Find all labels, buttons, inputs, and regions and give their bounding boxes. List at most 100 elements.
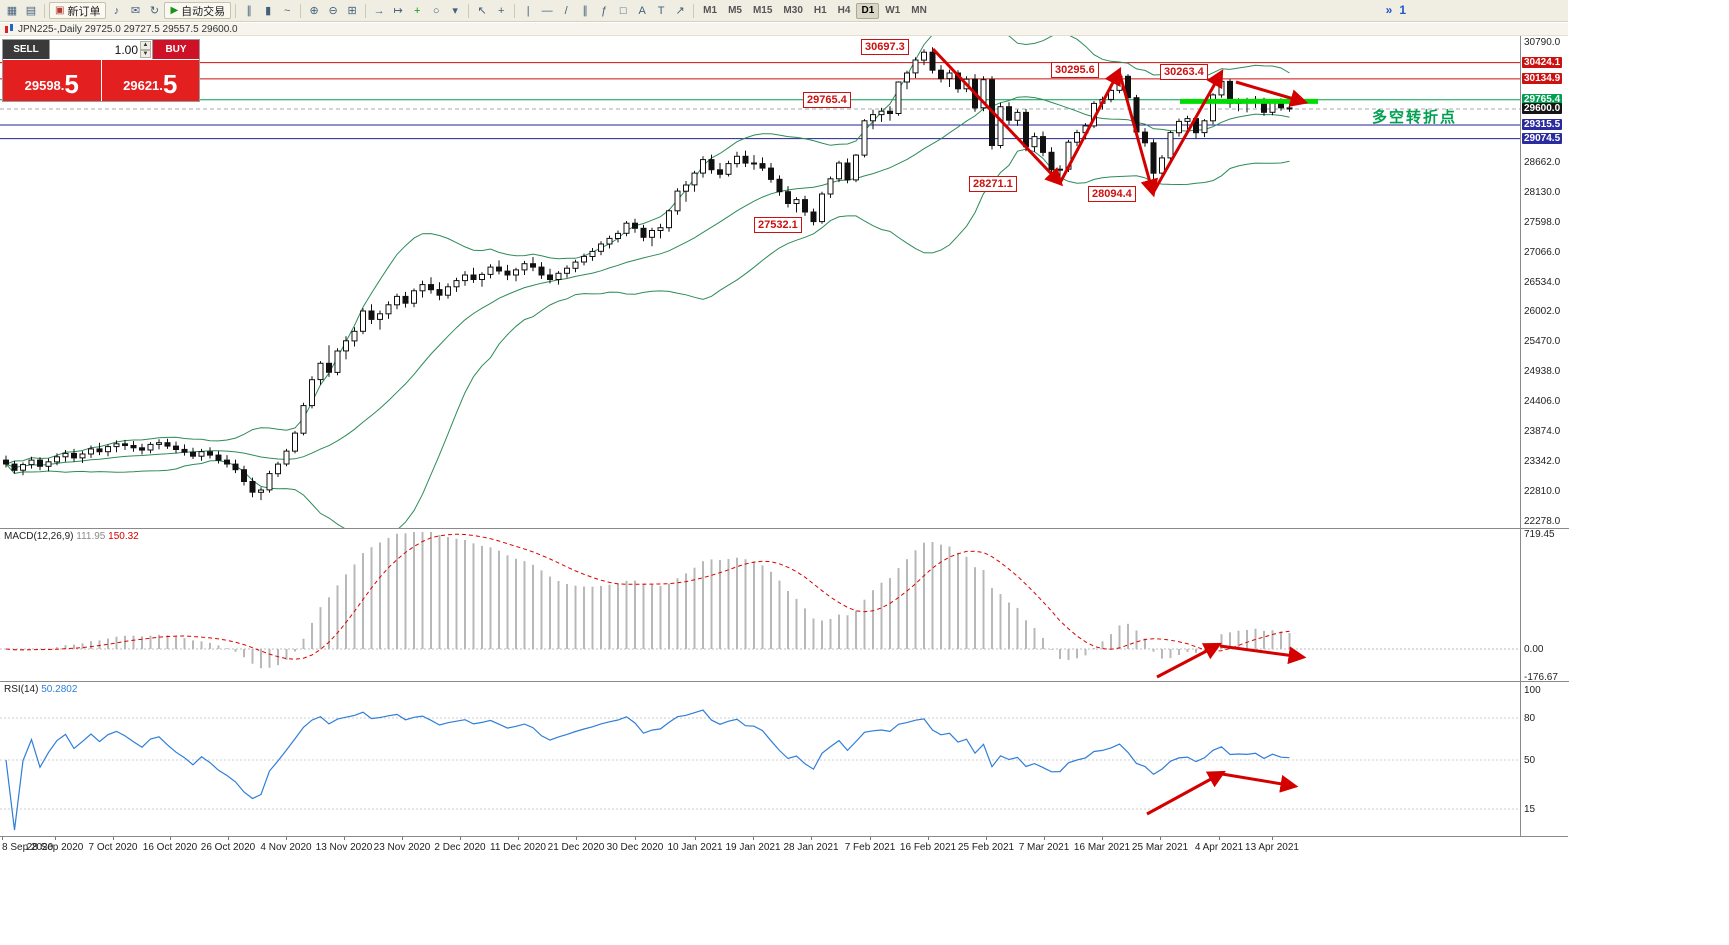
date-axis-label: 23 Nov 2020	[373, 842, 431, 853]
macd-axis[interactable]: 719.45 0.00 -176.67	[1520, 528, 1569, 683]
date-axis-label: 19 Jan 2021	[725, 842, 781, 853]
price-axis-label: 24406.0	[1524, 396, 1561, 407]
timeframe-M30[interactable]: M30	[783, 4, 803, 16]
alerts-icon[interactable]: ♪	[113, 4, 120, 17]
price-axis-label: 28130.0	[1524, 187, 1561, 198]
chart-info-bar: JPN225-,Daily 29725.0 29727.5 29557.5 29…	[0, 23, 1568, 36]
timeframe-MN[interactable]: MN	[911, 4, 927, 16]
date-tick	[228, 837, 229, 840]
date-tick	[113, 837, 114, 840]
timeframe-D1[interactable]: D1	[856, 2, 880, 19]
date-tick	[695, 837, 696, 840]
shapes-icon[interactable]: □	[619, 4, 627, 17]
price-callout[interactable]: 29765.4	[803, 92, 851, 108]
date-axis-label: 21 Dec 2020	[547, 842, 605, 853]
volume-down-icon[interactable]: ▼	[140, 49, 151, 58]
date-axis-label: 4 Apr 2021	[1194, 842, 1244, 853]
main-toolbar: ▦ ▤ ▣ 新订单 ♪ ✉ ↻ ▶ 自动交易 ∥ ▮ ~ ⊕ ⊖ ⊞ → ↦ + ○ ▾ ↖ + | ― / ∥ ƒ □ A T ↗ M1 M5…	[0, 0, 1568, 22]
rsi-panel[interactable]: RSI(14) 50.2802	[0, 681, 1520, 837]
date-tick	[635, 837, 636, 840]
volume-field[interactable]: 1.00 ▲ ▼	[49, 40, 153, 59]
rsi-label: RSI(14) 50.2802	[4, 684, 78, 695]
arrows-icon[interactable]: ↗	[675, 5, 685, 17]
periods-icon[interactable]: ○	[432, 4, 440, 17]
timeframe-H4[interactable]: H4	[837, 4, 851, 16]
date-axis-label: 7 Oct 2020	[88, 842, 138, 853]
volume-value[interactable]: 1.00	[114, 42, 138, 57]
price-axis-label: 22810.0	[1524, 486, 1561, 497]
auto-scroll-icon[interactable]: →	[373, 4, 385, 17]
autotrading-button[interactable]: ▶ 自动交易	[164, 2, 232, 19]
mail-icon[interactable]: ✉	[130, 5, 141, 17]
timeframe-W1[interactable]: W1	[885, 4, 901, 16]
candlestick-chart-icon[interactable]: ▮	[265, 5, 272, 17]
date-axis-label: 4 Nov 2020	[260, 842, 312, 853]
timeframe-M1[interactable]: M1	[703, 4, 718, 16]
volume-stepper[interactable]: ▲ ▼	[140, 41, 151, 58]
price-chart-canvas[interactable]	[0, 36, 1520, 528]
date-axis-label: 28 Jan 2021	[783, 842, 839, 853]
main-chart[interactable]: SELL 1.00 ▲ ▼ BUY 29598. 5 29621. 5 多空	[0, 36, 1520, 528]
tile-windows-icon[interactable]: ⊞	[347, 5, 357, 17]
trendline-icon[interactable]: /	[564, 4, 568, 17]
profiles-icon[interactable]: ▤	[25, 5, 37, 17]
date-tick	[928, 837, 929, 840]
rsi-axis[interactable]: 100 80 50 15	[1520, 681, 1569, 837]
toolbar-separator	[468, 3, 470, 18]
bar-chart-icon[interactable]: ∥	[246, 5, 252, 17]
notification-badge[interactable]: 1	[1399, 3, 1406, 17]
chart-shift-icon[interactable]: ↦	[393, 5, 403, 17]
date-tick	[576, 837, 577, 840]
timeframe-M5[interactable]: M5	[728, 4, 742, 16]
macd-panel[interactable]: MACD(12,26,9) 111.95 150.32	[0, 528, 1520, 681]
timeframe-H1[interactable]: H1	[813, 4, 827, 16]
price-axis-label: 26534.0	[1524, 277, 1561, 288]
buy-price[interactable]: 29621. 5	[101, 60, 199, 101]
price-axis-label: 30790.0	[1524, 37, 1561, 48]
cursor-icon[interactable]: ↖	[477, 5, 487, 17]
date-tick	[286, 837, 287, 840]
crosshair-icon[interactable]: +	[497, 4, 505, 17]
toolbar-overflow-icon[interactable]: »	[1385, 3, 1393, 17]
text-icon[interactable]: A	[638, 4, 646, 17]
date-axis-label: 25 Mar 2021	[1131, 842, 1189, 853]
sell-price[interactable]: 29598. 5	[3, 60, 102, 101]
zoom-out-icon[interactable]: ⊖	[328, 5, 338, 17]
turning-point-annotation[interactable]: 多空转折点	[1372, 109, 1458, 126]
toolbar-separator	[693, 3, 695, 18]
price-callout[interactable]: 30295.6	[1051, 62, 1099, 78]
timeframe-M15[interactable]: M15	[752, 4, 773, 16]
fibonacci-icon[interactable]: ƒ	[601, 4, 608, 17]
label-icon[interactable]: T	[657, 4, 665, 17]
refresh-icon[interactable]: ↻	[149, 5, 160, 17]
price-callout[interactable]: 28094.4	[1088, 186, 1136, 202]
price-axis-label: 27066.0	[1524, 247, 1561, 258]
price-callout[interactable]: 27532.1	[754, 217, 802, 233]
price-callout[interactable]: 30697.3	[861, 39, 909, 55]
rsi-canvas[interactable]	[0, 682, 1520, 837]
date-axis-label: 28 Sep 2020	[26, 842, 84, 853]
macd-canvas[interactable]	[0, 529, 1520, 681]
price-axis-highlight: 30134.9	[1522, 73, 1563, 84]
price-axis[interactable]: 30790.0 28662.0 28130.0 27598.0 27066.0 26534…	[1520, 36, 1569, 528]
vertical-line-icon[interactable]: |	[526, 4, 530, 17]
channel-icon[interactable]: ∥	[582, 5, 588, 17]
price-axis-label: 23874.0	[1524, 426, 1561, 437]
indicators-icon[interactable]: +	[413, 4, 421, 17]
new-order-button[interactable]: ▣ 新订单	[49, 2, 107, 19]
horizontal-line-icon[interactable]: ―	[541, 4, 553, 17]
chart-title: JPN225-,Daily 29725.0 29727.5 29557.5 29…	[18, 23, 238, 35]
date-tick	[2, 837, 3, 840]
templates-icon[interactable]: ▾	[452, 5, 458, 17]
zoom-in-icon[interactable]: ⊕	[309, 5, 319, 17]
price-callout[interactable]: 28271.1	[969, 176, 1017, 192]
date-axis[interactable]: 8 Sep 2020 28 Sep 2020 7 Oct 2020 16 Oct 20…	[0, 836, 1568, 857]
volume-up-icon[interactable]: ▲	[140, 41, 151, 50]
new-chart-icon[interactable]: ▦	[6, 5, 18, 17]
new-order-button-icon: ▣	[55, 5, 65, 16]
price-callout[interactable]: 30263.4	[1160, 64, 1208, 80]
line-chart-icon[interactable]: ~	[283, 4, 291, 17]
sell-button[interactable]: SELL	[3, 40, 49, 59]
buy-button[interactable]: BUY	[153, 40, 199, 59]
